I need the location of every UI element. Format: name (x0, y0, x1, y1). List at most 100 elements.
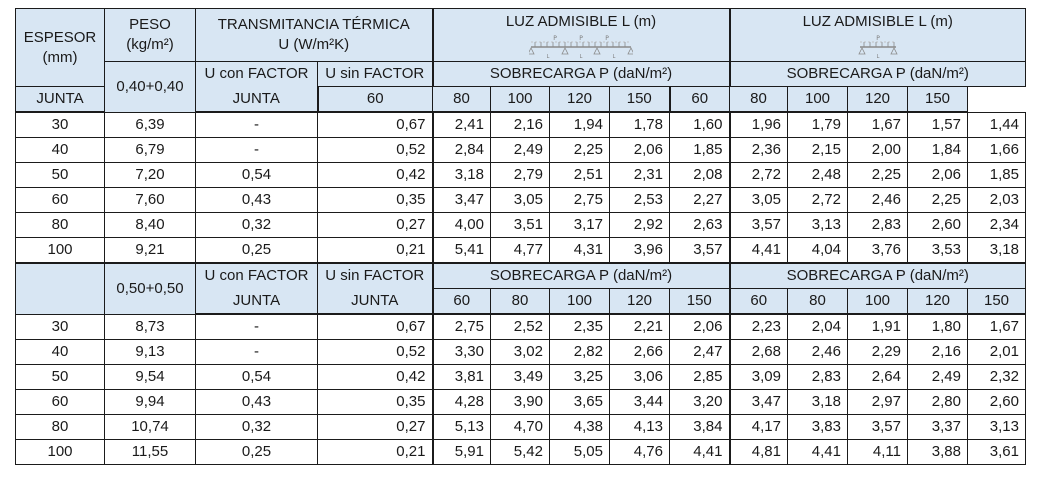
table-row: 30 6,39-0,67 2,41 2,16 1,94 1,78 1,60 1,96 1,79 1… (15, 111, 1026, 138)
luz1-cell: 2,06 (609, 137, 670, 163)
u-con-cell: 0,25 (195, 439, 318, 465)
load-150-header: 150 (669, 288, 730, 315)
luz-admisible-label-1: LUZ ADMISIBLE L (m) (505, 12, 657, 30)
luz2-cell: 3,13 (967, 414, 1026, 440)
peso-cell: 9,13 (104, 339, 196, 365)
load-150-header: 150 (907, 86, 968, 113)
luz2-cell: 2,06 (907, 162, 968, 188)
luz1-cell: 3,17 (549, 212, 610, 238)
luz1-cell: 4,76 (609, 439, 670, 465)
u-sin-cell: 0,42 (317, 364, 433, 390)
luz2-cell: 3,83 (787, 414, 848, 440)
luz1-cell: 4,28 (431, 389, 491, 415)
luz1-cell: 2,66 (609, 339, 670, 365)
peso-cell: 7,20 (104, 162, 196, 188)
luz1-cell: 2,82 (549, 339, 610, 365)
table-body: ESPESOR (mm) PESO (kg/m²) TRANSMITANCIA … (15, 8, 1026, 465)
luz1-cell: 4,41 (669, 439, 730, 465)
luz2-cell: 2,03 (967, 187, 1026, 213)
u-sin-cell: 0,27 (317, 414, 433, 440)
load-100-header: 100 (847, 288, 908, 315)
peso-cell: 9,94 (104, 389, 196, 415)
u-con-header-bottom: JUNTA (195, 288, 318, 315)
load-header-row: JUNTA JUNTA 60 80 100 120 150 60 80 100 120 150 (15, 86, 1026, 113)
load-120-header: 120 (907, 288, 968, 315)
load-100-header: 100 (490, 86, 550, 113)
luz1-cell: 4,13 (609, 414, 670, 440)
u-sin-header-line2: JUNTA (351, 291, 399, 309)
luz1-cell: 3,44 (609, 389, 670, 415)
u-con-header-line1: U con FACTOR (204, 65, 309, 83)
luz1-cell: 1,94 (549, 111, 610, 138)
u-sin-cell: 0,21 (317, 439, 433, 465)
luz1-cell: 2,35 (549, 313, 610, 340)
luz2-cell: 2,80 (907, 389, 968, 415)
luz2-cell: 2,83 (787, 364, 848, 390)
peso-cell: 8,73 (104, 313, 196, 340)
luz2-cell: 3,05 (728, 187, 788, 213)
luz2-cell: 2,46 (847, 187, 908, 213)
beam-single-span-diagram: P L (858, 35, 898, 59)
luz2-cell: 3,53 (907, 237, 968, 264)
luz2-cell: 4,17 (728, 414, 788, 440)
u-sin-header: U sin FACTOR (317, 262, 433, 289)
espesor-cell: 50 (15, 162, 105, 188)
luz2-cell: 3,13 (787, 212, 848, 238)
luz1-cell: 2,16 (490, 111, 550, 138)
luz1-cell: 5,91 (431, 439, 491, 465)
sobrecarga-header-1: SOBRECARGA P (daN/m²) (431, 61, 730, 87)
luz2-cell: 4,41 (728, 237, 788, 264)
luz2-cell: 1,67 (967, 313, 1026, 340)
u-con-cell: - (195, 313, 318, 340)
load-80-header: 80 (432, 86, 491, 113)
luz2-cell: 2,46 (787, 339, 848, 365)
u-con-header-line2: JUNTA (232, 291, 281, 309)
luz2-cell: 1,79 (787, 111, 848, 138)
luz1-cell: 2,63 (669, 212, 730, 238)
espesor-cell: 80 (15, 212, 105, 238)
sobrecarga-header-2: SOBRECARGA P (daN/m²) (728, 61, 1026, 87)
luz1-cell: 3,05 (490, 187, 550, 213)
luz2-cell: 2,00 (847, 137, 908, 163)
luz2-cell: 1,96 (728, 111, 788, 138)
luz2-cell: 3,76 (847, 237, 908, 264)
luz1-cell: 4,31 (549, 237, 610, 264)
luz-admisible-label-2: LUZ ADMISIBLE L (m) (802, 12, 953, 30)
u-sin-cell: 0,52 (317, 137, 433, 163)
beam-multispan-diagram: P P P L L L (529, 35, 633, 59)
espesor-cell: 30 (15, 111, 105, 138)
table-row: 30 8,73-0,67 2,75 2,52 2,35 2,21 2,06 2,23 2,04 1… (15, 313, 1026, 340)
luz2-cell: 2,60 (967, 389, 1026, 415)
luz2-cell: 3,61 (967, 439, 1026, 465)
luz2-cell: 4,41 (787, 439, 848, 465)
weight-label: 0,40+0,40 (104, 61, 196, 113)
svg-text:L: L (580, 54, 583, 59)
luz1-cell: 5,41 (431, 237, 491, 264)
luz-admisible-header-1: LUZ ADMISIBLE L (m) P P P L L L (431, 8, 730, 62)
u-sin-cell: 0,52 (317, 339, 433, 365)
luz1-cell: 2,49 (490, 137, 550, 163)
luz2-cell: 2,60 (907, 212, 968, 238)
luz1-cell: 5,13 (431, 414, 491, 440)
luz1-cell: 2,53 (609, 187, 670, 213)
luz1-cell: 2,06 (669, 313, 730, 340)
u-con-header-line1: U con FACTOR (204, 267, 309, 285)
luz1-cell: 5,05 (549, 439, 610, 465)
luz1-cell: 2,52 (490, 313, 550, 340)
table-row: 50 9,54 0,54 0,42 3,81 3,49 3,25 3,06 2,85 3,09 2,… (15, 364, 1026, 390)
luz2-cell: 2,36 (728, 137, 788, 163)
table-row: 60 7,60 0,43 0,35 3,47 3,05 2,75 2,53 2,27 3,05 2,… (15, 187, 1026, 213)
luz1-cell: 2,21 (609, 313, 670, 340)
transmitancia-label: TRANSMITANCIA TÉRMICA (217, 16, 410, 33)
peso-cell: 9,54 (104, 364, 196, 390)
luz2-cell: 1,91 (847, 313, 908, 340)
load-80-header: 80 (787, 288, 848, 315)
espesor-label: ESPESOR (23, 28, 97, 46)
u-sin-cell: 0,27 (317, 212, 433, 238)
panel-spec-table: ESPESOR (mm) PESO (kg/m²) TRANSMITANCIA … (15, 8, 1026, 465)
luz1-cell: 3,96 (609, 237, 670, 264)
section-subheader-row: 0,50+0,50 U con FACTOR U sin FACTOR SOBRECA… (15, 262, 1026, 315)
luz1-cell: 4,70 (490, 414, 550, 440)
luz2-cell: 2,25 (847, 162, 908, 188)
peso-cell: 9,21 (104, 237, 196, 264)
